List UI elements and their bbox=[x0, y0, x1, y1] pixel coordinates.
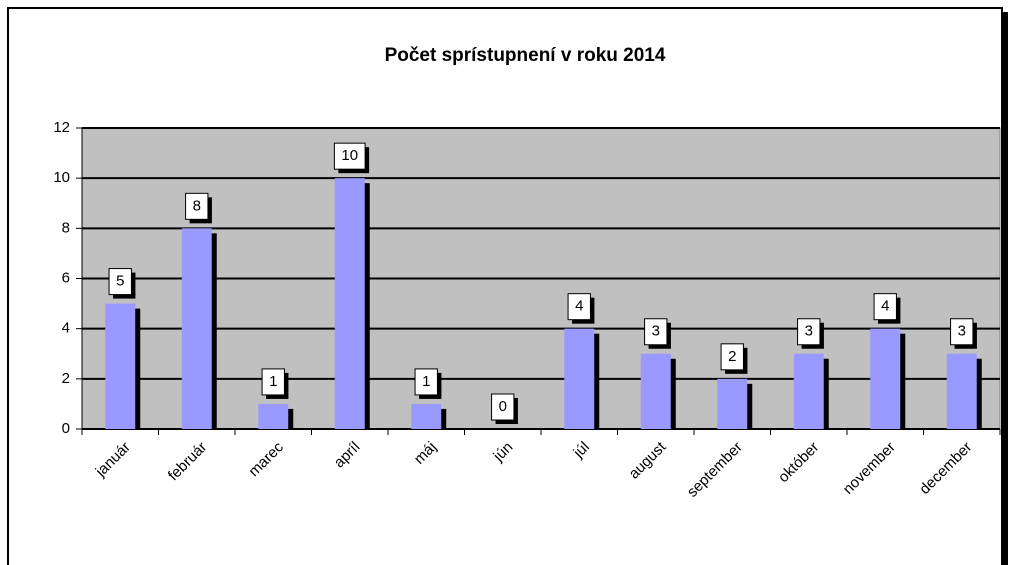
bar bbox=[640, 353, 671, 429]
y-tick-label: 4 bbox=[62, 320, 70, 337]
data-label: 3 bbox=[805, 323, 813, 340]
data-label: 3 bbox=[958, 323, 966, 340]
bar bbox=[105, 303, 136, 429]
y-tick-label: 10 bbox=[53, 169, 70, 186]
bar bbox=[181, 228, 212, 429]
y-tick-label: 12 bbox=[53, 119, 70, 136]
y-tick-label: 2 bbox=[62, 370, 70, 387]
bar bbox=[334, 178, 365, 429]
bar bbox=[870, 328, 901, 429]
data-label: 4 bbox=[881, 298, 889, 315]
data-label: 4 bbox=[575, 298, 583, 315]
data-label-box bbox=[333, 142, 366, 170]
chart-title: Počet sprístupnení v roku 2014 bbox=[385, 45, 666, 66]
data-label-box bbox=[414, 368, 438, 396]
data-label-box bbox=[185, 192, 209, 220]
data-label-box bbox=[644, 318, 668, 346]
data-label: 0 bbox=[499, 398, 507, 415]
data-label: 8 bbox=[193, 197, 201, 214]
bar bbox=[564, 328, 595, 429]
data-label-box bbox=[950, 318, 974, 346]
data-label-box bbox=[491, 393, 515, 421]
bar bbox=[793, 353, 824, 429]
y-tick-label: 0 bbox=[62, 420, 70, 437]
y-tick-label: 8 bbox=[62, 219, 70, 236]
bar bbox=[946, 353, 977, 429]
data-label: 5 bbox=[116, 273, 124, 290]
data-label: 10 bbox=[341, 147, 358, 164]
data-label: 2 bbox=[728, 348, 736, 365]
bar bbox=[717, 378, 748, 429]
data-label-box bbox=[873, 293, 897, 321]
data-label: 1 bbox=[422, 373, 430, 390]
y-tick-label: 6 bbox=[62, 269, 70, 286]
data-label-box bbox=[108, 268, 132, 296]
data-label: 3 bbox=[652, 323, 660, 340]
data-label-box bbox=[261, 368, 285, 396]
data-label-box bbox=[797, 318, 821, 346]
bar bbox=[258, 403, 289, 429]
bar bbox=[411, 403, 442, 429]
data-label-box bbox=[567, 293, 591, 321]
data-label: 1 bbox=[269, 373, 277, 390]
data-label-box bbox=[720, 343, 744, 371]
